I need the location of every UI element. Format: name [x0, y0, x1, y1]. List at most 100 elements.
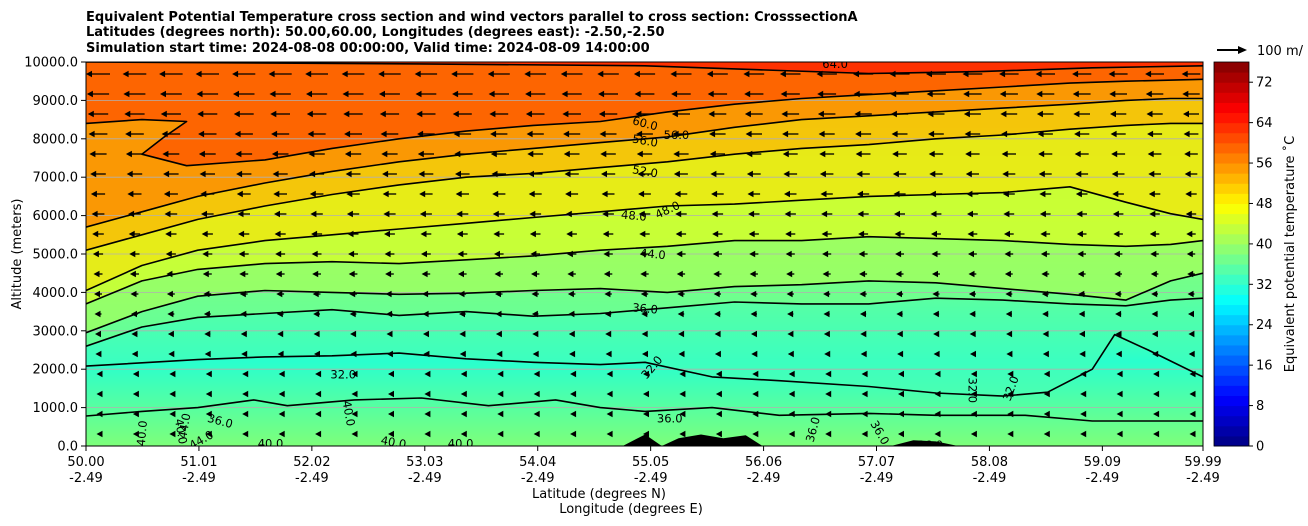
contour-36 [86, 397, 1203, 422]
wind-vector-head [278, 410, 285, 418]
wind-vector-head [526, 130, 533, 138]
wind-vector-head [456, 230, 463, 238]
wind-vector-head [497, 390, 504, 398]
wind-vector-head [597, 70, 604, 78]
wind-vector-head [895, 270, 902, 278]
wind-vector-head [929, 190, 936, 198]
wind-vector-head [277, 350, 284, 358]
wind-vector-head [602, 230, 609, 238]
wind-vector-head [128, 210, 135, 218]
wind-vector-head [930, 210, 937, 218]
wind-vectors [86, 70, 1201, 438]
colorbar-frame [1213, 61, 1250, 447]
wind-vector-head [1151, 330, 1158, 338]
y-tick-label: 2000.0 [33, 363, 79, 378]
wind-vector-head [1185, 190, 1192, 198]
colorbar-step [1214, 92, 1249, 103]
wind-vector-head [1116, 430, 1123, 438]
wind-vector-head [1181, 70, 1188, 78]
wind-vector-head [822, 250, 829, 258]
wind-vector-head [270, 110, 277, 118]
wind-vector-head [1042, 330, 1049, 338]
wind-vector-head [125, 130, 132, 138]
wind-vector-head [305, 70, 312, 78]
wind-vector-head [345, 170, 352, 178]
wind-vector-head [566, 250, 573, 258]
wind-vector-head [1116, 370, 1123, 378]
colorbar-step [1214, 233, 1249, 245]
wind-vector-head [560, 70, 567, 78]
wind-vector-head [92, 250, 99, 258]
wind-vector-head [967, 210, 973, 218]
wind-vector-head [1076, 210, 1083, 218]
wind-vector-head [606, 370, 613, 378]
wind-vector-head [752, 430, 759, 438]
wind-vector-head [532, 330, 539, 338]
colorbar-step [1214, 203, 1249, 215]
x-tick-label-longitude: -2.49 [521, 471, 555, 486]
wind-vector-head [713, 270, 720, 278]
wind-vector-head [861, 410, 868, 418]
wind-vector-head [569, 350, 576, 358]
wind-vector-head [1079, 330, 1085, 338]
wind-vector-head [821, 210, 828, 218]
wind-vector-head [86, 90, 93, 98]
y-tick-label: 3000.0 [33, 324, 79, 339]
wind-vector-head [1111, 170, 1118, 178]
wind-vector-head [458, 290, 465, 298]
wind-vector-head [95, 330, 101, 338]
wind-vector-head [1115, 330, 1122, 338]
wind-vector-head [529, 230, 536, 238]
wind-vector-head [820, 190, 827, 198]
wind-vector-head [675, 230, 682, 238]
wind-vector-head [384, 230, 390, 238]
wind-vector-head [342, 90, 349, 98]
wind-vector-head [970, 390, 977, 398]
wind-vector-head [531, 270, 537, 278]
wind-vector-head [272, 170, 279, 178]
wind-vector-head [896, 290, 902, 298]
wind-vector-head [1007, 390, 1014, 398]
wind-vector-head [1189, 430, 1196, 438]
wind-vector-head [568, 310, 575, 318]
wind-vector-head [460, 410, 467, 418]
wind-vector-head [494, 270, 501, 278]
wind-vector-head [312, 290, 319, 298]
contour-labels: 32.0 32.032.032.036.0 36.0 36.0 36.0 36.036.0… [134, 62, 1022, 446]
wind-vector-head [94, 290, 100, 298]
wind-vector-head [606, 430, 613, 438]
title-line-2: Latitudes (degrees north): 50.00,60.00, … [86, 25, 665, 40]
wind-vector-head [271, 130, 278, 138]
colorbar-tick-label: 32 [1256, 278, 1273, 293]
wind-vector-head [424, 410, 431, 418]
wind-vector-head [165, 250, 172, 258]
x-tick-label-longitude: -2.49 [408, 471, 442, 486]
y-tick-label: 7000.0 [33, 171, 79, 186]
colorbar-step [1214, 405, 1249, 417]
wind-vector-head [962, 70, 969, 78]
wind-vector-head [202, 250, 209, 258]
wind-vector-head [1004, 230, 1010, 238]
wind-vector-head [385, 290, 392, 298]
wind-vector-head [568, 330, 575, 338]
colorbar-step [1214, 102, 1249, 114]
wind-vector-head [1042, 310, 1049, 318]
wind-vector-head [388, 410, 394, 418]
wind-vector-head [1183, 110, 1189, 118]
wind-vector-head [816, 70, 823, 78]
wind-vector-head [242, 390, 249, 398]
wind-vector-head [1153, 430, 1160, 438]
wind-vector-head [315, 370, 322, 378]
wind-vector-head [858, 250, 865, 258]
wind-vector-head [567, 270, 574, 278]
wind-vector-head [455, 190, 462, 198]
wind-vector-head [314, 350, 320, 358]
wind-vector-head [1187, 270, 1194, 278]
wind-vector-head [238, 230, 245, 238]
wind-vector-head [1073, 110, 1080, 118]
wind-vector-head [160, 110, 167, 118]
wind-vector-head [278, 430, 285, 438]
wind-vector-head [307, 130, 314, 138]
wind-vector-head [748, 210, 755, 218]
x-tick-label-latitude: 53.03 [406, 455, 443, 470]
